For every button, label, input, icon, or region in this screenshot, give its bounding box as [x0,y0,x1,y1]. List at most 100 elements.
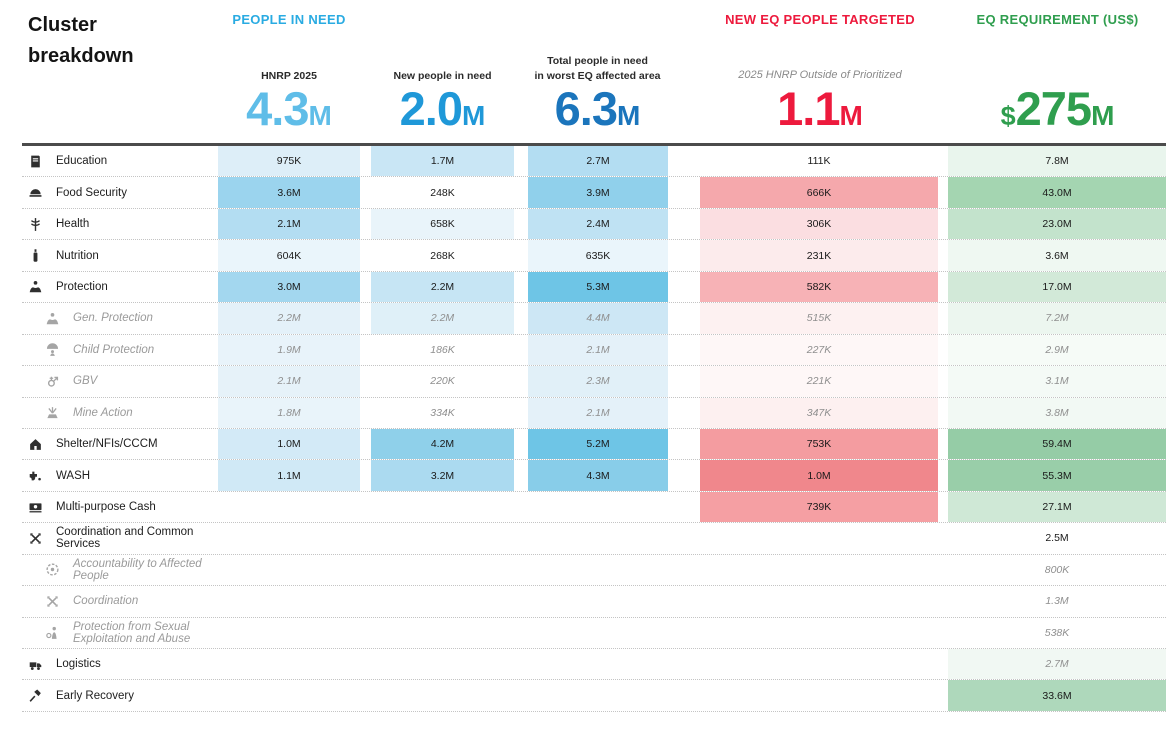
cell-pin: 1.8M [218,397,360,428]
cell-new [371,523,514,553]
cluster-label: Child Protection [22,335,218,365]
column-header-eq-targeted: NEW EQ PEOPLE TARGETED 2025 HNRP Outside… [695,12,945,132]
cluster-label: Coordination and Common Services [22,523,218,553]
cell-pin [218,680,360,710]
cell-targeted: 306K [700,208,938,240]
cell-total [528,586,668,616]
table-row: Multi-purpose Cash 739K 27.1M [22,491,1166,524]
cell-targeted: 666K [700,177,938,208]
table-row: Food Security 3.6M 248K 3.9M 666K 43.0M [22,177,1166,209]
cell-pin: 1.0M [218,428,360,460]
cell-new: 220K [430,375,455,388]
cell-new: 4.2M [371,428,514,460]
cluster-table: Education 975K 1.7M 2.7M 111K 7.8M Food … [22,143,1166,712]
cell-new: 186K [430,343,455,356]
cell-req: 17.0M [948,271,1166,303]
table-row: Mine Action 1.8M 334K 2.1M 347K 3.8M [22,397,1166,429]
cell-new: 2.2M [371,271,514,303]
cluster-label: Multi-purpose Cash [22,492,218,522]
column-header-eq-requirement: EQ REQUIREMENT (US$) $275M [945,12,1170,132]
table-row: Coordination 1.3M [22,586,1166,618]
cluster-label: Early Recovery [22,680,218,710]
cell-pin: 1.9M [218,334,360,366]
child-protection-icon [45,342,60,357]
cell-req: 43.0M [948,177,1166,208]
eq-targeted-total: 1.1M [777,82,863,136]
cluster-label: Protection [22,272,218,302]
cell-targeted [700,586,938,616]
cell-req: 3.8M [948,397,1166,428]
cell-targeted: 515K [700,303,938,334]
cell-total: 2.1M [528,397,668,428]
cell-req: 2.9M [948,334,1166,366]
cell-total: 5.2M [528,428,668,460]
early-recovery-icon [28,688,43,703]
people-in-need-total: 4.3M [246,82,332,136]
cell-targeted: 753K [700,428,938,460]
cell-new: 3.2M [371,460,514,491]
cell-req: 23.0M [948,208,1166,240]
cell-pin [218,555,360,585]
table-row: Shelter/NFIs/CCCM 1.0M 4.2M 5.2M 753K 59… [22,428,1166,461]
cell-pin [218,618,360,648]
food-security-icon [28,185,43,200]
cell-total: 2.4M [528,208,668,240]
cell-req: 27.1M [948,491,1166,523]
cell-new: 248K [430,186,455,199]
cell-targeted: 221K [700,366,938,397]
cell-total: 4.4M [528,303,668,334]
cell-pin: 2.1M [218,366,360,397]
cluster-label: Nutrition [22,240,218,270]
eq-targeted-sublabel: 2025 HNRP Outside of Prioritized [738,68,902,81]
cluster-label: Protection from Sexual Exploitation and … [22,618,218,648]
hnrp-2025-sublabel: HNRP 2025 [261,69,317,82]
cell-req: 2.5M [1045,532,1069,545]
cell-targeted [700,555,938,585]
cell-total [528,680,668,710]
cell-targeted: 582K [700,271,938,303]
cell-total [528,523,668,553]
cell-req: 538K [1044,626,1070,639]
cell-req: 55.3M [948,460,1166,491]
cell-req: 7.8M [948,146,1166,177]
cell-new [371,649,514,679]
cluster-label: Shelter/NFIs/CCCM [22,429,218,459]
table-row: Protection from Sexual Exploitation and … [22,618,1166,649]
cell-new [371,618,514,648]
coordination-icon [45,594,60,609]
wash-icon [28,468,43,483]
cell-targeted [700,618,938,648]
cell-req: 800K [1044,563,1070,576]
cell-targeted [700,680,938,710]
table-row: Education 975K 1.7M 2.7M 111K 7.8M [22,146,1166,178]
cluster-label: GBV [22,366,218,396]
cell-new: 2.2M [371,303,514,334]
table-row: Child Protection 1.9M 186K 2.1M 227K 2.9… [22,334,1166,367]
cell-pin: 2.1M [218,208,360,240]
gbv-icon [45,374,60,389]
cell-new [371,492,514,522]
mine-action-icon [45,405,60,420]
cell-targeted [700,649,938,679]
education-icon [28,154,43,169]
cell-req: 33.6M [948,680,1166,711]
cell-new: 334K [430,406,455,419]
eq-targeted-label: NEW EQ PEOPLE TARGETED [725,12,915,27]
nutrition-icon [28,248,43,263]
table-row: Protection 3.0M 2.2M 5.3M 582K 17.0M [22,271,1166,304]
cash-icon [28,500,43,515]
column-header-total-worst-eq: Total people in need in worst EQ affecte… [505,12,690,132]
cell-new [371,680,514,710]
cluster-label: Food Security [22,177,218,207]
cell-pin: 1.1M [218,460,360,491]
cell-targeted: 739K [700,491,938,523]
cell-pin: 975K [218,146,360,177]
gen-protection-icon [45,311,60,326]
health-icon [28,217,43,232]
table-row: WASH 1.1M 3.2M 4.3M 1.0M 55.3M [22,460,1166,492]
cell-pin: 3.6M [218,177,360,208]
cell-pin: 3.0M [218,271,360,303]
cluster-label: Accountability to Affected People [22,555,218,585]
cell-pin: 604K [218,240,360,271]
